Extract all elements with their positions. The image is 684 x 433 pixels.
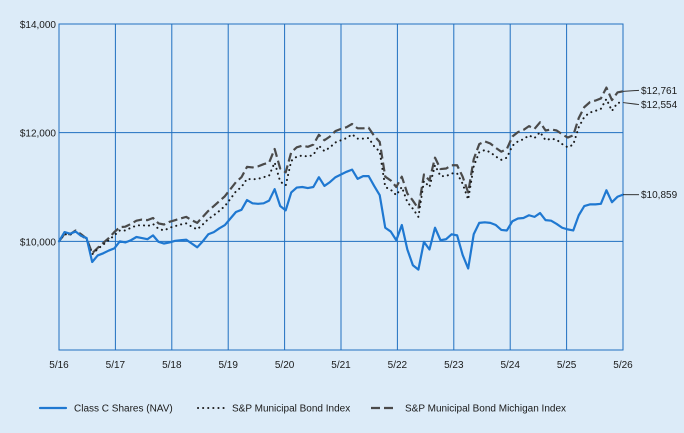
end-label-leader <box>622 89 640 92</box>
series-line-solid <box>57 168 625 271</box>
x-tick-label: 5/25 <box>557 360 577 371</box>
legend-label: S&P Municipal Bond Michigan Index <box>405 404 566 415</box>
y-axis-ticks: $10,000 $12,000 $14,000 <box>20 20 57 248</box>
x-tick-label: 5/20 <box>275 360 295 371</box>
x-tick-label: 5/23 <box>444 360 464 371</box>
y-tick-label: $10,000 <box>20 237 57 248</box>
legend: Class C Shares (NAV) S&P Municipal Bond I… <box>38 404 566 415</box>
series-line-dotted <box>58 97 624 256</box>
x-tick-label: 5/17 <box>106 360 126 371</box>
end-value-label: $10,859 <box>641 190 678 201</box>
series-line-dashed <box>58 86 624 255</box>
y-tick-label: $12,000 <box>20 129 57 140</box>
end-value-label: $12,554 <box>641 100 678 111</box>
y-tick-label: $14,000 <box>20 20 57 31</box>
end-value-labels: $10,859 $12,554 $12,761 <box>622 86 678 201</box>
x-tick-label: 5/19 <box>218 360 238 371</box>
end-value-label: $12,761 <box>641 86 678 97</box>
legend-label: S&P Municipal Bond Index <box>232 404 350 415</box>
x-tick-label: 5/24 <box>500 360 520 371</box>
x-tick-label: 5/26 <box>613 360 633 371</box>
end-label-leader <box>622 102 640 106</box>
grid-lines <box>58 23 624 351</box>
x-axis-ticks: 5/16 5/17 5/18 5/19 5/20 5/21 5/22 5/23 5/24 5/25… <box>49 360 633 371</box>
x-tick-label: 5/21 <box>331 360 351 371</box>
x-tick-label: 5/18 <box>162 360 182 371</box>
x-tick-label: 5/16 <box>49 360 69 371</box>
x-tick-label: 5/22 <box>388 360 408 371</box>
series-lines <box>57 86 625 271</box>
legend-label: Class C Shares (NAV) <box>74 404 173 415</box>
